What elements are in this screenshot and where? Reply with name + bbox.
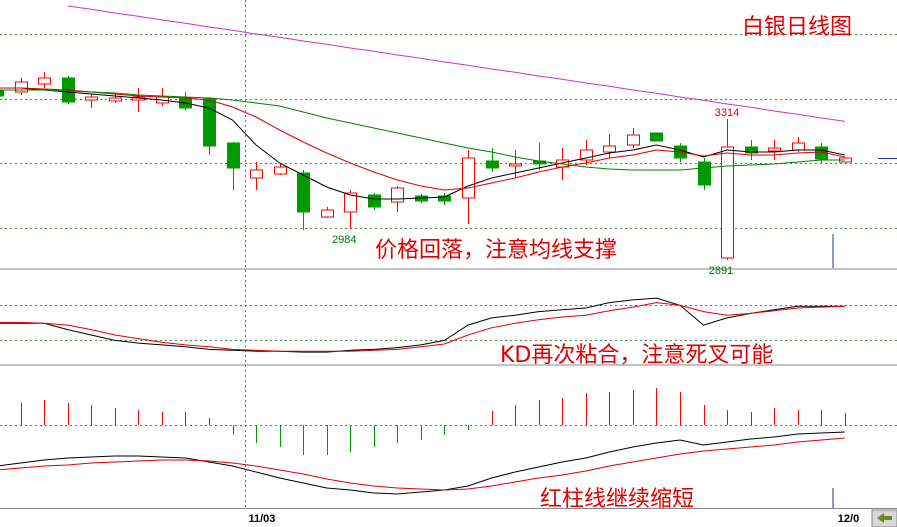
annotation: 价格回落，注意均线支撑: [375, 238, 617, 263]
line-series: [0, 302, 845, 352]
scroll-arrow: [877, 513, 892, 523]
candle-body: [297, 172, 310, 213]
low-label: 2984: [332, 234, 356, 246]
candle-body: [698, 161, 711, 186]
candle-body: [650, 132, 663, 142]
candle-body: [721, 146, 734, 259]
candle-body: [344, 192, 357, 213]
candle-body: [486, 160, 499, 169]
high-label: 3314: [715, 107, 739, 119]
x-tick-label: 11/03: [249, 513, 276, 525]
candle-body: [38, 77, 51, 85]
candle-body: [627, 134, 640, 146]
annotation: 红柱线继续缩短: [540, 487, 694, 512]
candle-body: [109, 97, 122, 102]
candle-body: [321, 209, 334, 218]
candle-body: [745, 146, 758, 154]
low-label: 2891: [709, 265, 733, 277]
line-series: [0, 87, 845, 200]
line-series: [0, 89, 845, 171]
candle-body: [368, 194, 381, 208]
candle-body: [792, 142, 805, 151]
line-series: [0, 297, 845, 353]
candle-body: [0, 89, 4, 97]
candle-body: [768, 147, 781, 152]
candle-body: [85, 96, 98, 101]
candle-body: [391, 187, 404, 203]
line-series: [0, 431, 845, 495]
candle-body: [438, 195, 451, 202]
annotation: KD再次粘合，注意死叉可能: [500, 343, 773, 368]
line-series: [0, 437, 845, 491]
chart-title: 白银日线图: [742, 15, 852, 40]
x-tick-label: 12/0: [838, 513, 859, 525]
line-series: [0, 87, 845, 191]
line-series: [67, 5, 845, 122]
candle-body: [250, 169, 263, 179]
candle-body: [603, 145, 616, 153]
candle-body: [274, 166, 287, 175]
candle-body: [462, 157, 475, 199]
candle-body: [580, 149, 593, 161]
candle-body: [509, 163, 522, 167]
candle-body: [227, 142, 240, 169]
candle-body: [203, 98, 216, 147]
candle-body: [15, 81, 28, 93]
